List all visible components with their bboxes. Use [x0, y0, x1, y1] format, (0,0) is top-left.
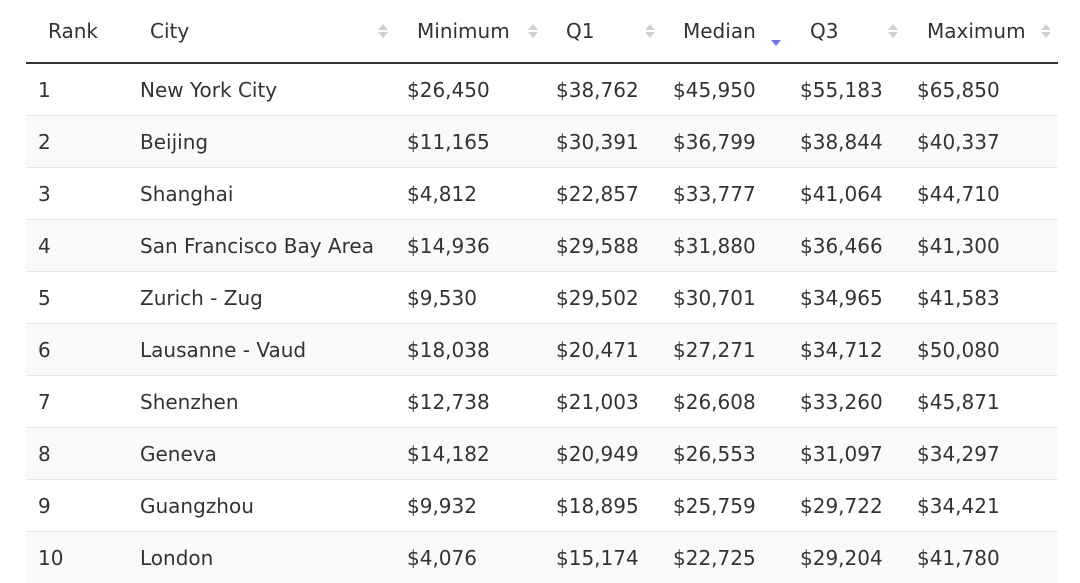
column-header-maximum[interactable]: Maximum [927, 19, 1026, 43]
cell-rank: 1 [38, 77, 51, 102]
cell-city: Geneva [140, 441, 217, 466]
column-header-minimum[interactable]: Minimum [417, 19, 510, 43]
cell-median: $36,799 [673, 129, 756, 154]
cell-city: Guangzhou [140, 493, 254, 518]
cell-rank: 2 [38, 129, 51, 154]
table-body: 1 New York City $26,450 $38,762 $45,950 $55,1… [26, 64, 1058, 583]
cell-q3: $34,965 [800, 285, 883, 310]
sort-descending-icon-median[interactable] [770, 0, 782, 62]
cell-maximum: $41,780 [917, 545, 1000, 570]
column-header-rank[interactable]: Rank [48, 19, 98, 43]
cell-minimum: $4,076 [407, 545, 477, 570]
sort-icon-city[interactable] [377, 0, 389, 62]
salary-table: Rank City Minimum Q1 Median Q3 Maximum 1… [26, 0, 1058, 583]
cell-rank: 5 [38, 285, 51, 310]
cell-median: $27,271 [673, 337, 756, 362]
column-header-city[interactable]: City [150, 19, 190, 43]
table-row: 7 Shenzhen $12,738 $21,003 $26,608 $33,260 $45… [26, 376, 1058, 428]
cell-minimum: $9,932 [407, 493, 477, 518]
cell-q3: $34,712 [800, 337, 883, 362]
cell-q3: $38,844 [800, 129, 883, 154]
cell-q1: $21,003 [556, 389, 639, 414]
cell-q3: $41,064 [800, 181, 883, 206]
table-row: 5 Zurich - Zug $9,530 $29,502 $30,701 $34,965… [26, 272, 1058, 324]
cell-maximum: $41,583 [917, 285, 1000, 310]
cell-rank: 7 [38, 389, 51, 414]
cell-rank: 10 [38, 545, 64, 570]
cell-rank: 6 [38, 337, 51, 362]
table-row: 3 Shanghai $4,812 $22,857 $33,777 $41,064 $44,… [26, 168, 1058, 220]
column-header-median[interactable]: Median [683, 19, 756, 43]
cell-rank: 3 [38, 181, 51, 206]
cell-city: London [140, 545, 214, 570]
cell-city: Shanghai [140, 181, 234, 206]
cell-city: Shenzhen [140, 389, 239, 414]
column-header-q3[interactable]: Q3 [810, 19, 839, 43]
cell-rank: 4 [38, 233, 51, 258]
cell-median: $45,950 [673, 77, 756, 102]
table-header: Rank City Minimum Q1 Median Q3 Maximum [26, 0, 1058, 64]
cell-maximum: $65,850 [917, 77, 1000, 102]
cell-median: $25,759 [673, 493, 756, 518]
cell-minimum: $14,182 [407, 441, 490, 466]
cell-minimum: $9,530 [407, 285, 477, 310]
table-row: 8 Geneva $14,182 $20,949 $26,553 $31,097 $34,2… [26, 428, 1058, 480]
cell-median: $31,880 [673, 233, 756, 258]
cell-minimum: $18,038 [407, 337, 490, 362]
cell-q1: $29,502 [556, 285, 639, 310]
sort-icon-maximum[interactable] [1040, 0, 1052, 62]
cell-q1: $20,949 [556, 441, 639, 466]
cell-median: $22,725 [673, 545, 756, 570]
cell-q1: $15,174 [556, 545, 639, 570]
cell-rank: 8 [38, 441, 51, 466]
cell-minimum: $11,165 [407, 129, 490, 154]
cell-city: New York City [140, 77, 278, 102]
cell-maximum: $34,421 [917, 493, 1000, 518]
cell-q1: $30,391 [556, 129, 639, 154]
cell-q1: $22,857 [556, 181, 639, 206]
cell-maximum: $41,300 [917, 233, 1000, 258]
sort-icon-minimum[interactable] [527, 0, 539, 62]
cell-minimum: $14,936 [407, 233, 490, 258]
cell-minimum: $12,738 [407, 389, 490, 414]
cell-median: $26,608 [673, 389, 756, 414]
sort-icon-q1[interactable] [644, 0, 656, 62]
table-row: 6 Lausanne - Vaud $18,038 $20,471 $27,271 $34… [26, 324, 1058, 376]
cell-q3: $31,097 [800, 441, 883, 466]
cell-rank: 9 [38, 493, 51, 518]
cell-minimum: $4,812 [407, 181, 477, 206]
cell-q3: $55,183 [800, 77, 883, 102]
cell-maximum: $50,080 [917, 337, 1000, 362]
cell-q3: $36,466 [800, 233, 883, 258]
cell-minimum: $26,450 [407, 77, 490, 102]
cell-maximum: $45,871 [917, 389, 1000, 414]
cell-q1: $20,471 [556, 337, 639, 362]
table-row: 10 London $4,076 $15,174 $22,725 $29,204 $41,7… [26, 532, 1058, 583]
table-row: 4 San Francisco Bay Area $14,936 $29,588 $31… [26, 220, 1058, 272]
column-header-q1[interactable]: Q1 [566, 19, 595, 43]
cell-city: San Francisco Bay Area [140, 233, 374, 258]
cell-q1: $38,762 [556, 77, 639, 102]
cell-q3: $33,260 [800, 389, 883, 414]
cell-median: $33,777 [673, 181, 756, 206]
table-row: 2 Beijing $11,165 $30,391 $36,799 $38,844 $40,… [26, 116, 1058, 168]
cell-q1: $29,588 [556, 233, 639, 258]
cell-city: Lausanne - Vaud [140, 337, 307, 362]
cell-city: Zurich - Zug [140, 285, 263, 310]
cell-median: $26,553 [673, 441, 756, 466]
cell-median: $30,701 [673, 285, 756, 310]
cell-q3: $29,722 [800, 493, 883, 518]
cell-maximum: $44,710 [917, 181, 1000, 206]
table-row: 1 New York City $26,450 $38,762 $45,950 $55,1… [26, 64, 1058, 116]
cell-city: Beijing [140, 129, 209, 154]
cell-q1: $18,895 [556, 493, 639, 518]
cell-maximum: $34,297 [917, 441, 1000, 466]
sort-icon-q3[interactable] [887, 0, 899, 62]
cell-q3: $29,204 [800, 545, 883, 570]
cell-maximum: $40,337 [917, 129, 1000, 154]
table-row: 9 Guangzhou $9,932 $18,895 $25,759 $29,722 $34… [26, 480, 1058, 532]
